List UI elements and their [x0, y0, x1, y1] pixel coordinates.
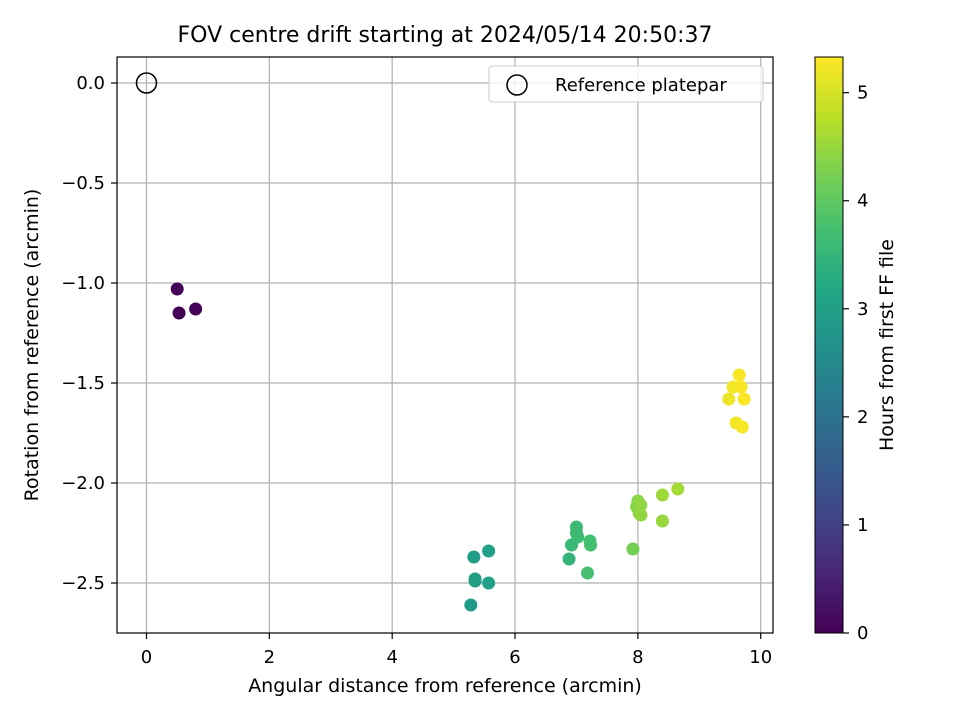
data-point	[581, 566, 595, 580]
data-point	[722, 392, 736, 406]
data-point	[655, 488, 669, 502]
data-point	[735, 420, 749, 434]
data-point	[571, 530, 585, 544]
data-point	[671, 482, 685, 496]
x-tick-label: 2	[264, 647, 275, 668]
data-point	[562, 552, 576, 566]
legend: Reference platepar	[488, 65, 764, 103]
data-point	[634, 498, 648, 512]
data-point	[172, 306, 186, 320]
data-point	[584, 538, 598, 552]
colorbar: 0 1 2 3 4 5 Hours from first FF file	[814, 56, 898, 644]
data-point	[468, 574, 482, 588]
data-point	[189, 302, 203, 316]
y-tick-label: −2.5	[61, 573, 105, 594]
legend-marker	[506, 74, 528, 96]
data-point	[732, 368, 746, 382]
y-axis-ticks: 0.0 −0.5 −1.0 −1.5 −2.0 −2.5	[61, 73, 117, 594]
colorbar-label: Hours from first FF file	[876, 239, 898, 451]
colorbar-ticks: 0 1 2 3 4 5	[843, 83, 868, 644]
colorbar-tick-label: 2	[857, 407, 868, 428]
x-tick-label: 10	[749, 647, 772, 668]
data-point	[626, 542, 640, 556]
reference-marker-group	[135, 72, 158, 94]
colorbar-tick-label: 3	[857, 299, 868, 320]
data-point	[734, 380, 748, 394]
colorbar-tick-label: 0	[857, 623, 868, 644]
colorbar-tick-label: 1	[857, 515, 868, 536]
y-axis-label: Rotation from reference (arcmin)	[21, 189, 43, 502]
data-point	[482, 544, 496, 558]
data-point	[170, 282, 184, 296]
legend-label: Reference platepar	[555, 75, 727, 96]
data-point	[737, 392, 751, 406]
y-tick-label: −2.0	[61, 473, 105, 494]
x-tick-label: 0	[141, 647, 152, 668]
x-tick-label: 6	[509, 647, 520, 668]
plot-frame	[116, 56, 774, 634]
y-tick-label: −1.0	[61, 273, 105, 294]
x-axis-ticks: 0 2 4 6 8 10	[141, 633, 772, 668]
chart-title: FOV centre drift starting at 2024/05/14 …	[178, 23, 713, 48]
data-point	[464, 598, 478, 612]
colorbar-gradient	[814, 56, 844, 634]
x-tick-label: 8	[632, 647, 643, 668]
data-points	[170, 282, 751, 612]
y-tick-label: 0.0	[76, 73, 105, 94]
x-tick-label: 4	[386, 647, 397, 668]
x-axis-label: Angular distance from reference (arcmin)	[248, 675, 642, 697]
data-point	[467, 550, 481, 564]
data-point	[634, 508, 648, 522]
data-point	[482, 576, 496, 590]
colorbar-tick-label: 5	[857, 83, 868, 104]
colorbar-tick-label: 4	[857, 191, 868, 212]
data-point	[655, 514, 669, 528]
legend-box	[488, 65, 764, 103]
y-tick-label: −0.5	[61, 173, 105, 194]
grid-lines	[117, 57, 773, 633]
reference-platepar-marker	[135, 72, 158, 94]
y-tick-label: −1.5	[61, 373, 105, 394]
